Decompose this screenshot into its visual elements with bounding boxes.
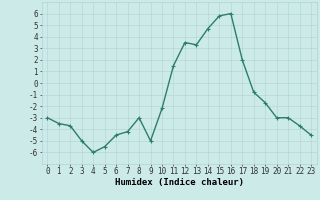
X-axis label: Humidex (Indice chaleur): Humidex (Indice chaleur) xyxy=(115,178,244,187)
